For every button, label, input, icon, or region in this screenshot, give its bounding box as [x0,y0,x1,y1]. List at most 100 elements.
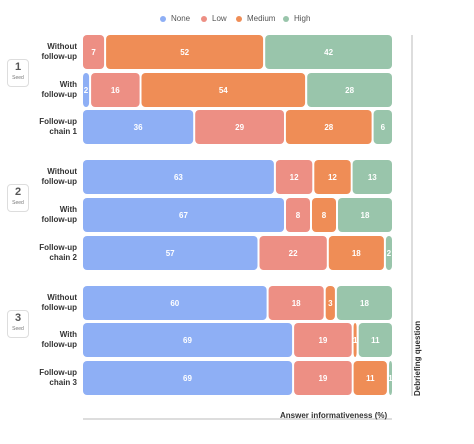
bar-segment-low [91,73,140,107]
bar-value-label: 63 [174,173,183,182]
legend-swatch-none [160,15,166,22]
bar-value-label: 11 [371,336,380,345]
bar-value-label: 2 [387,249,392,258]
bar-segment-medium [325,286,335,320]
bar-segment-low [294,323,352,357]
bar-segment-medium [312,198,336,232]
legend-label-medium: Medium [247,14,276,23]
bar-value-label: 18 [352,249,361,258]
bar-segment-high [307,73,392,107]
bar-value-label: 12 [328,173,337,182]
row-label: With follow-up [23,330,77,350]
row-label: Follow-up chain 3 [23,368,77,388]
bar-segment-medium [353,323,357,357]
row-label-line: With [59,80,77,89]
bar-segment-high [338,198,392,232]
bar-value-label: 29 [235,123,244,132]
bar-segment-low [286,198,310,232]
bar-value-label: 22 [289,249,298,258]
row-label: Without follow-up [23,42,77,62]
row-label-line: follow-up [41,52,77,61]
row-label: Follow-up chain 2 [23,243,77,263]
legend-swatch-high [283,15,289,22]
row-label-line: follow-up [41,340,77,349]
bar-segment-none [83,286,267,320]
bar-segment-none [83,236,258,270]
bar-segment-none [83,73,90,107]
bar-segment-high [358,323,392,357]
seed-label: Seed [12,326,24,332]
legend-label-low: Low [212,14,227,23]
legend-item-high: High [283,14,310,23]
row-label-line: chain 2 [49,253,77,262]
bar-segment-medium [353,361,387,395]
bar-value-label: 28 [324,123,333,132]
row-label: With follow-up [23,205,77,225]
bar-segment-low [195,110,284,144]
row-label-line: follow-up [41,177,77,186]
bar-segment-high [336,286,392,320]
bar-value-label: 1 [353,336,358,345]
legend: None Low Medium High [0,14,474,30]
legend-item-none: None [160,14,190,23]
seed-badge-1: 1 Seed [7,59,29,87]
x-axis-title: Answer informativeness (%) [280,411,388,420]
bar-value-label: 7 [91,48,96,57]
legend-label-none: None [171,14,191,23]
bar-value-label: 69 [183,336,192,345]
bar-segment-high [373,110,392,144]
bar-segment-none [83,198,284,232]
bar-segment-medium [285,110,372,144]
seed-number: 1 [14,61,22,73]
y-axis-title: Debriefing question [413,320,422,396]
bar-value-label: 60 [170,299,179,308]
bar-segment-medium [314,160,351,194]
bar-segment-low [275,160,313,194]
bar-segment-medium [141,73,306,107]
legend-item-medium: Medium [236,14,275,23]
row-label: With follow-up [23,80,77,100]
bar-segment-high [265,35,392,69]
row-label-line: Without [47,42,77,51]
bar-segment-low [294,361,352,395]
bar-segment-high [385,236,392,270]
bar-value-label: 42 [324,48,333,57]
seed-badge-3: 3 Seed [7,310,29,338]
bar-segment-none [83,323,293,357]
row-label-line: follow-up [41,215,77,224]
row-label-line: Without [47,293,77,302]
bar-segment-low [268,286,324,320]
bar-value-label: 57 [166,249,175,258]
seed-badge-2: 2 Seed [7,184,29,212]
bar-segment-none [83,110,194,144]
bar-segment-low [259,236,327,270]
bar-value-label: 2 [84,86,89,95]
bar-value-label: 18 [292,299,301,308]
bar-value-label: 16 [111,86,120,95]
row-label-line: With [59,330,77,339]
bar-segment-none [83,361,293,395]
bar-value-label: 52 [180,48,189,57]
seed-label: Seed [12,200,24,206]
bar-value-label: 8 [322,211,327,220]
bar-value-label: 18 [361,211,370,220]
legend-swatch-low [201,15,207,22]
bar-segment-high [352,160,392,194]
bar-value-label: 11 [366,374,375,383]
bar-value-label: 36 [134,123,143,132]
bar-value-label: 1 [388,374,393,383]
row-label-line: Follow-up [39,368,77,377]
bar-value-label: 13 [368,173,377,182]
row-label: Without follow-up [23,293,77,313]
legend-swatch-medium [236,15,242,22]
bar-segment-none [83,160,274,194]
bar-value-label: 8 [296,211,301,220]
row-label-line: Without [47,167,77,176]
bar-value-label: 67 [179,211,188,220]
bar-value-label: 3 [328,299,333,308]
bar-value-label: 28 [345,86,354,95]
row-label-line: follow-up [41,90,77,99]
bar-value-label: 54 [219,86,228,95]
row-label-line: follow-up [41,303,77,312]
row-label-line: Follow-up [39,243,77,252]
